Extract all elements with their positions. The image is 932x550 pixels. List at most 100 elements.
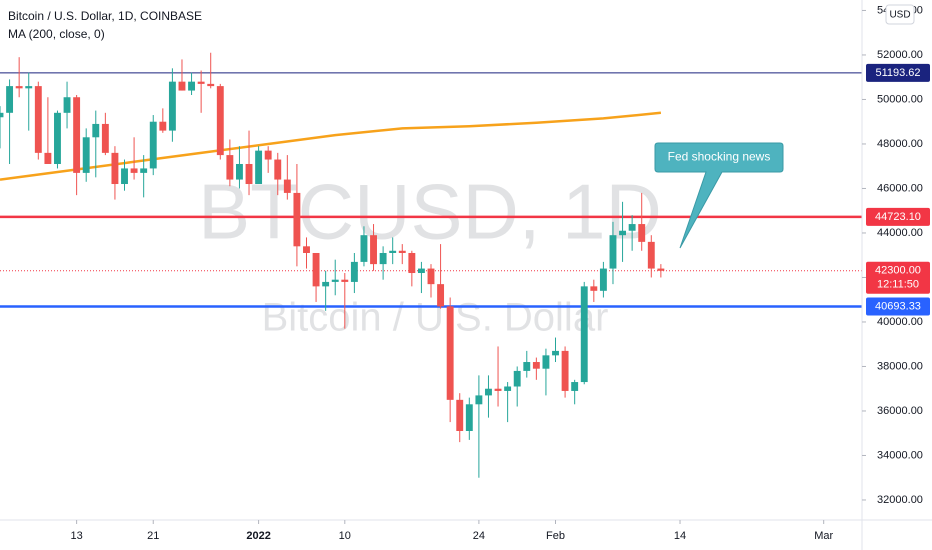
x-tick-label: 24: [473, 530, 485, 542]
candle-body: [101, 123, 109, 153]
annotation-text: Fed shocking news: [668, 150, 771, 164]
candle-body: [0, 112, 4, 118]
candle-body: [523, 362, 531, 371]
candle-body: [274, 159, 282, 180]
candle-body: [475, 395, 483, 405]
x-tick-label: Mar: [814, 530, 833, 542]
y-tick-label: 50000.00: [877, 93, 923, 105]
candle-body: [619, 230, 627, 236]
candle-body: [73, 97, 81, 173]
candle-body: [44, 152, 52, 164]
candle-body: [168, 81, 176, 131]
candle-body: [216, 86, 224, 156]
x-tick-label: 13: [70, 530, 82, 542]
y-tick-label: 38000.00: [877, 360, 923, 372]
candle-body: [149, 121, 157, 169]
candle-body: [188, 81, 196, 91]
candle-body: [111, 152, 119, 185]
watermark-subtitle: Bitcoin / U.S. Dollar: [262, 296, 609, 340]
candle-body: [456, 399, 464, 431]
candle-body: [552, 350, 559, 356]
overlays: 51193.62 44723.10 40693.33 42300.00 12:11:50…: [654, 63, 930, 316]
candle-body: [494, 388, 502, 391]
price-label-box: [866, 63, 930, 82]
price-label-box: [866, 297, 930, 316]
candle-body: [628, 224, 636, 231]
candle-body: [63, 97, 71, 113]
price-label: 40693.33: [875, 300, 921, 312]
candle-body: [92, 123, 100, 138]
candle-body: [437, 284, 445, 307]
currency-button[interactable]: [885, 4, 915, 25]
countdown-label: 12:11:50: [877, 279, 919, 291]
candle-body: [207, 83, 215, 87]
candle-body: [178, 81, 186, 91]
candle-body: [197, 81, 205, 84]
candle-body: [54, 112, 61, 164]
price-label: 44723.10: [875, 211, 921, 223]
x-tick-label: 21: [147, 530, 159, 542]
candle-body: [34, 86, 42, 153]
candle-body: [638, 224, 646, 242]
candle-body: [465, 404, 473, 431]
candle-body: [532, 362, 540, 369]
y-tick-label: 44000.00: [877, 227, 923, 239]
candle-body: [303, 246, 310, 253]
y-tick-label: 52000.00: [877, 49, 923, 61]
candle-body: [398, 250, 406, 253]
candle-body: [599, 268, 607, 291]
candle-body: [255, 150, 263, 185]
candle-body: [25, 86, 33, 89]
candle-body: [590, 286, 598, 291]
candle-body: [571, 382, 579, 391]
y-tick-label: 48000.00: [877, 138, 923, 150]
y-tick-label: 34000.00: [877, 449, 923, 461]
candle-body: [283, 179, 291, 193]
x-tick-label: 2022: [246, 530, 270, 542]
chart-title: Bitcoin / U.S. Dollar, 1D, COINBASE: [8, 9, 202, 23]
price-label-box: [866, 207, 930, 226]
candle-body: [312, 252, 320, 287]
candle-body: [542, 355, 550, 369]
candle-body: [446, 306, 454, 400]
currency-label[interactable]: USD: [889, 10, 910, 21]
candle-body: [657, 268, 665, 271]
candle-body: [408, 252, 416, 274]
x-tick-label: 14: [674, 530, 686, 542]
candle-body: [360, 235, 368, 262]
watermark: BTCUSD, 1D: [198, 168, 662, 256]
candle-body: [235, 163, 243, 180]
candle-body: [389, 250, 397, 253]
y-tick-label: 40000.00: [877, 316, 923, 328]
candle-body: [264, 150, 272, 160]
y-tick-label: 46000.00: [877, 182, 923, 194]
x-tick-label: 10: [339, 530, 351, 542]
plot-area: BTCUSD, 1D Bitcoin / U.S. Dollar: [0, 52, 862, 478]
candle-body: [341, 279, 349, 282]
candle-body: [580, 286, 588, 383]
ma-legend: MA (200, close, 0): [8, 27, 105, 41]
candle-body: [609, 235, 617, 269]
y-tick-label: 36000.00: [877, 405, 923, 417]
candle-body: [331, 279, 339, 282]
candle-body: [15, 86, 23, 89]
candle-body: [245, 163, 253, 185]
price-label: 51193.62: [875, 67, 920, 79]
last-price-box: [866, 261, 930, 294]
candle-body: [561, 350, 569, 391]
y-tick-label: 32000.00: [877, 494, 923, 506]
axes: 32000.00 34000.00 36000.00 38000.00 40000.00…: [70, 4, 922, 542]
candle-body: [370, 235, 377, 265]
candle-body: [293, 192, 301, 247]
candle-body: [504, 386, 512, 391]
last-price-label: 42300.00: [875, 265, 921, 277]
candle-body: [350, 261, 358, 282]
candle-body: [427, 268, 435, 285]
x-tick-label: Feb: [546, 530, 565, 542]
candle-body: [159, 121, 167, 131]
candle-body: [226, 155, 234, 180]
candle-body: [322, 281, 330, 287]
callout-box: [654, 142, 784, 249]
candle-body: [130, 168, 138, 173]
